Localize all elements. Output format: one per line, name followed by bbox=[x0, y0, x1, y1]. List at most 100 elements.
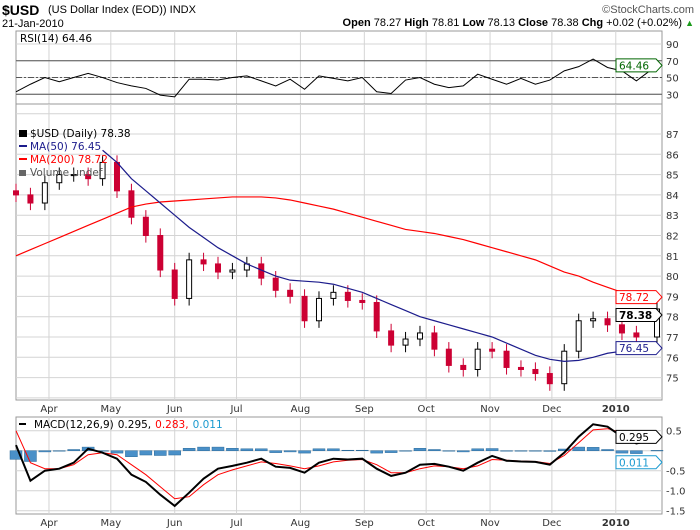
macd-line bbox=[15, 423, 658, 508]
high-label: High bbox=[404, 17, 429, 29]
macd-histogram-bar bbox=[572, 446, 585, 451]
price-candle bbox=[214, 256, 221, 280]
ma200-value-tag-text: 78.72 bbox=[619, 292, 649, 304]
candle-body bbox=[56, 174, 63, 184]
price-candle bbox=[229, 262, 236, 280]
macd-legend-name: MACD(12,26,9) bbox=[34, 419, 114, 431]
price-candle bbox=[402, 331, 409, 353]
macd-histogram-bar bbox=[356, 449, 369, 451]
price-candle bbox=[431, 325, 438, 357]
quote-summary: Open 78.27 High 78.81 Low 78.13 Close 78… bbox=[343, 17, 694, 29]
month-label: May bbox=[100, 518, 121, 529]
rsi-legend: RSI(14) 64.46 bbox=[20, 33, 92, 45]
macd-histogram-bar bbox=[514, 450, 528, 452]
price-tick-label: 86 bbox=[666, 150, 679, 161]
price-tick-label: 81 bbox=[666, 252, 679, 263]
price-tick-label: 82 bbox=[666, 232, 679, 243]
open-value: 78.27 bbox=[373, 17, 402, 29]
price-tick-label: 80 bbox=[666, 272, 679, 283]
candle-body bbox=[186, 259, 193, 299]
macd-histogram-bar bbox=[650, 450, 664, 452]
macd-tick-label: 0.5 bbox=[666, 427, 682, 438]
macd-histogram-bar bbox=[500, 450, 513, 452]
price-candle bbox=[41, 175, 48, 211]
rsi-plot: 30 50 70 90 RSI(14) 64.46 bbox=[15, 33, 679, 101]
price-candle bbox=[373, 295, 380, 339]
price-candle bbox=[301, 289, 308, 328]
price-candle bbox=[416, 325, 423, 347]
candle-body bbox=[546, 373, 553, 385]
macd-histogram-bar bbox=[370, 450, 383, 454]
macd-histogram-bar bbox=[168, 450, 181, 456]
chg-value: +0.02 (+0.02%) bbox=[606, 17, 683, 29]
ma50-line bbox=[102, 149, 658, 362]
histogram-value-tag: 0.011 bbox=[615, 455, 663, 470]
macd-histogram-bar bbox=[9, 450, 23, 460]
macd-histogram-bar bbox=[341, 449, 355, 451]
price-panel bbox=[15, 103, 663, 401]
candle-body bbox=[532, 368, 539, 375]
macd-histogram-bar bbox=[471, 448, 484, 451]
price-candle bbox=[171, 262, 178, 306]
candle-body bbox=[13, 190, 19, 196]
candle-body bbox=[373, 301, 380, 332]
macd-histogram-bar bbox=[586, 447, 600, 451]
candle-body bbox=[157, 235, 164, 271]
macd-tick-label: -1.5 bbox=[666, 507, 686, 518]
copyright[interactable]: ©StockCharts.com bbox=[602, 4, 694, 16]
month-label: 2010 bbox=[602, 518, 630, 529]
month-label: Aug bbox=[291, 404, 311, 415]
exchange: INDX bbox=[169, 4, 196, 16]
low-value: 78.13 bbox=[487, 17, 516, 29]
ma50-value-tag-box bbox=[615, 341, 663, 356]
month-label: Jun bbox=[166, 404, 183, 415]
price-candle bbox=[460, 358, 467, 377]
macd-histogram-bar bbox=[442, 450, 456, 452]
histogram-value-tag-box bbox=[615, 455, 663, 470]
price-candle bbox=[604, 311, 611, 332]
macd-histogram-bar bbox=[413, 448, 427, 451]
ma50-value-tag: 76.45 bbox=[615, 341, 663, 356]
price-candle bbox=[532, 362, 539, 381]
legend-volume: Volume undef bbox=[30, 167, 103, 179]
candle-body bbox=[431, 332, 438, 350]
candle-body bbox=[315, 297, 322, 322]
price-candle bbox=[85, 167, 92, 186]
macd-histogram-bar bbox=[543, 450, 557, 452]
macd-histogram-bar bbox=[630, 450, 643, 454]
candle-body bbox=[41, 182, 48, 204]
price-candle bbox=[517, 360, 524, 377]
symbol-description: (US Dollar Index (EOD)) INDX bbox=[48, 4, 196, 16]
candle-body bbox=[604, 318, 611, 326]
rsi-tick-label: 70 bbox=[666, 57, 679, 68]
ma200-value-tag-box bbox=[615, 290, 663, 305]
candle-body bbox=[200, 259, 207, 265]
macd-histogram-bar bbox=[255, 448, 268, 451]
candle-legend-icon bbox=[19, 130, 27, 137]
macd-histogram-bar bbox=[428, 449, 441, 451]
rsi-panel-frame bbox=[15, 30, 663, 105]
symbol: $USD bbox=[2, 2, 40, 18]
candle-body bbox=[618, 324, 625, 334]
macd-legend-histogram: 0.011 bbox=[193, 419, 223, 431]
chg-label: Chg bbox=[581, 17, 604, 29]
macd-histogram-bar bbox=[283, 450, 297, 453]
macd-histogram-bar bbox=[327, 448, 340, 451]
price-candle bbox=[344, 285, 351, 308]
price-candle bbox=[142, 210, 149, 243]
price-tick-label: 75 bbox=[666, 374, 679, 385]
macd-histogram-bar bbox=[457, 450, 470, 453]
month-label: Apr bbox=[40, 404, 58, 415]
price-candle bbox=[27, 187, 34, 211]
legend-ma200: MA(200) 78.72 bbox=[30, 154, 108, 166]
candle-body bbox=[445, 348, 452, 366]
macd-histogram-bar bbox=[110, 450, 124, 454]
macd-histogram-bar bbox=[211, 446, 225, 451]
macd-histogram-bar bbox=[154, 450, 167, 456]
up-triangle-icon: ▲ bbox=[685, 18, 694, 28]
price-candle bbox=[272, 271, 279, 298]
macd-histogram-bar bbox=[298, 450, 311, 454]
candle-body bbox=[229, 269, 236, 273]
macd-histogram-bar bbox=[529, 450, 542, 452]
price-candle bbox=[633, 325, 640, 345]
